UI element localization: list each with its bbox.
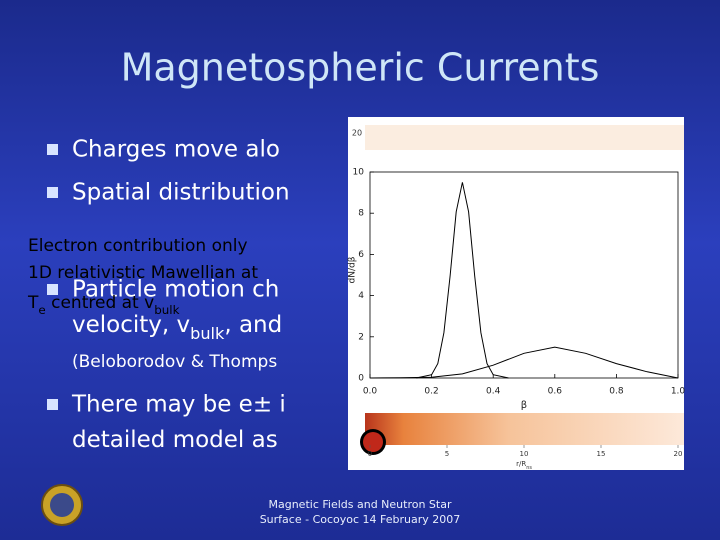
- text-part: , and: [224, 312, 282, 338]
- strip-tick-label: 5: [445, 450, 449, 458]
- text-part: T: [27, 293, 39, 313]
- bullet-note: (Beloborodov & Thomps: [72, 352, 277, 372]
- y-axis-label: dN/dβ: [348, 256, 358, 283]
- x-tick-label: 0.0: [363, 387, 378, 397]
- y-tick-label: 2: [358, 332, 364, 342]
- logo: [41, 484, 83, 526]
- top-strip: [365, 125, 684, 150]
- caption-line: Te centred at vbulk: [27, 293, 180, 317]
- y-tick-label: 4: [358, 291, 364, 301]
- strip-tick-label: 15: [597, 450, 606, 458]
- bullet-text: There may be e± i: [71, 392, 286, 418]
- figure-panel: [348, 117, 684, 470]
- x-tick-label: 0.4: [486, 387, 501, 397]
- slide-title: Magnetospheric Currents: [121, 46, 600, 90]
- x-tick-label: 0.2: [424, 387, 438, 397]
- y-tick-label: 6: [358, 250, 364, 260]
- bullet-text: velocity, vbulk, and: [72, 312, 282, 344]
- bullet-text: Charges move alo: [72, 137, 280, 163]
- footer-line: Surface - Cocoyoc 14 February 2007: [260, 513, 461, 526]
- bullet-marker: [47, 144, 58, 155]
- text-part: velocity, v: [72, 312, 190, 338]
- bullet-text: detailed model as: [72, 427, 278, 453]
- strip-tick-label: 0: [368, 450, 372, 458]
- bullet-text: Particle motion ch: [72, 277, 279, 303]
- plot-frame: [369, 171, 679, 379]
- strip-axis-label: r/Rns: [516, 460, 532, 471]
- bullet-marker: [47, 187, 58, 198]
- bottom-strip: [365, 413, 684, 445]
- text-part: bulk: [190, 324, 225, 343]
- y-tick-label: 0: [358, 374, 364, 384]
- bullet-marker: [47, 284, 58, 295]
- bullet-marker: [47, 399, 58, 410]
- caption-line: 1D relativistic Mawellian at: [28, 263, 258, 283]
- strip-tick-label: 20: [674, 450, 683, 458]
- y-tick-label: 8: [358, 209, 364, 219]
- text-part: centred at v: [46, 293, 154, 313]
- x-tick-label: 0.6: [548, 387, 563, 397]
- y-tick-label: 10: [353, 168, 365, 178]
- x-axis-label: β: [521, 400, 527, 411]
- text-part: ns: [526, 465, 532, 471]
- x-tick-label: 1.0: [671, 387, 686, 397]
- bullet-text: Spatial distribution: [72, 180, 290, 206]
- text-part: detailed model as: [72, 427, 278, 453]
- text-part: bulk: [154, 303, 179, 317]
- curve: [416, 182, 509, 379]
- text-part: e: [38, 303, 45, 317]
- text-part: r/R: [516, 460, 526, 468]
- star-disc-rim: [363, 432, 383, 452]
- strip-tick-label: 10: [520, 450, 529, 458]
- footer-line: Magnetic Fields and Neutron Star: [269, 498, 452, 511]
- curve: [369, 346, 679, 379]
- strip-tick-label: 20: [352, 129, 362, 138]
- x-tick-label: 0.8: [609, 387, 624, 397]
- caption-line: Electron contribution only: [28, 236, 248, 256]
